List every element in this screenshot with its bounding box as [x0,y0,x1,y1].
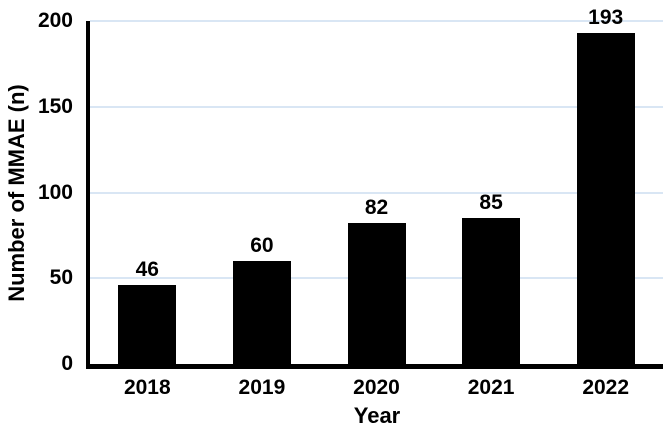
bar-2021 [462,218,521,364]
bar-value-label-2022: 193 [588,6,624,30]
x-tick-label-2019: 2019 [238,376,286,399]
y-tick-label-150: 150 [37,94,73,118]
gridline-100 [90,191,663,194]
x-tick-label-2021: 2021 [467,376,515,399]
y-tick-label-100: 100 [37,180,73,204]
bar-value-label-2020: 82 [364,196,389,220]
bar-2019 [232,261,291,364]
x-tick-label-2018: 2018 [123,376,171,399]
bar-2018 [118,285,177,364]
x-tick-label-2022: 2022 [582,376,630,399]
y-tick-label-0: 0 [61,352,73,375]
bar-value-label-2019: 60 [250,234,274,258]
x-axis-title: Year [353,403,401,428]
bar-2022 [576,33,635,364]
bar-value-label-2018: 46 [135,258,159,282]
gridline-200 [90,20,663,22]
y-tick-label-200: 200 [37,9,73,32]
y-tick-label-50: 50 [49,266,73,290]
bar-value-label-2021: 85 [479,191,503,215]
bar-2020 [347,223,406,364]
x-tick-label-2020: 2020 [353,376,400,399]
plot-area: 46 60 82 85 193 [86,7,663,369]
gridline-150 [90,105,663,108]
